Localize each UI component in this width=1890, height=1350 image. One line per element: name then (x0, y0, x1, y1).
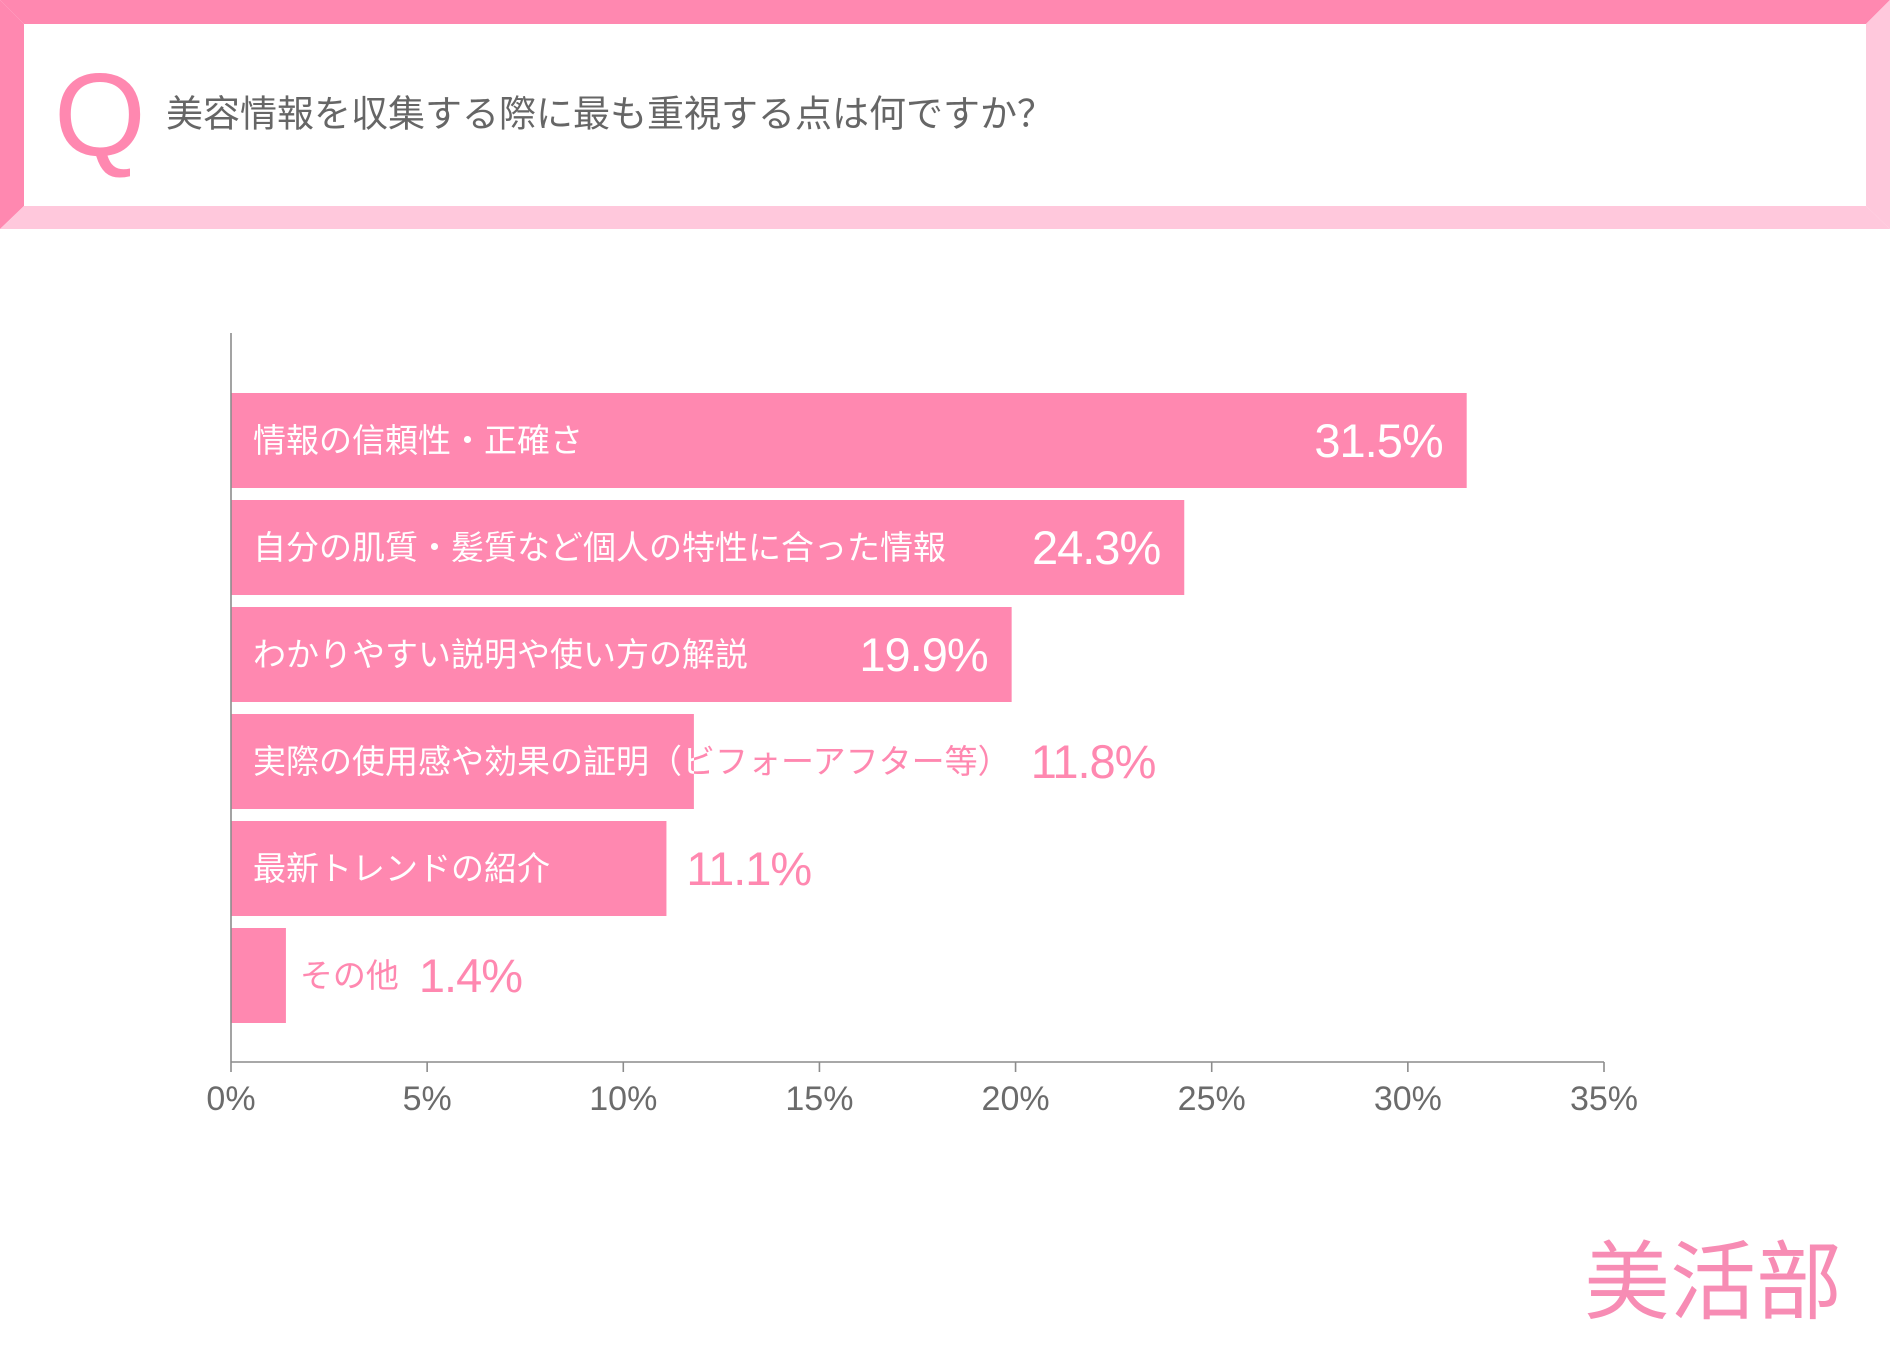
header-frame-bottom (0, 206, 1890, 229)
bar-row-1: 情報の信頼性・正確さ 31.5% (231, 393, 1467, 488)
x-tick-label-30: 30% (1374, 1080, 1442, 1118)
bar-row-4: 実際の使用感や効果の証明（ビフォーアフター等） 11.8% (231, 714, 1157, 809)
bar-row-3: わかりやすい説明や使い方の解説 19.9% (231, 607, 1012, 702)
bar-6-value-label: 1.4% (419, 949, 522, 1002)
bar-5-category-label: 最新トレンドの紹介 (253, 849, 550, 888)
bar-row-5: 最新トレンドの紹介 11.1% (231, 821, 812, 916)
bar-6-category-label: その他 (300, 956, 399, 995)
question-header: Q 美容情報を収集する際に最も重視する点は何ですか？ (0, 0, 1890, 229)
question-q-mark: Q (54, 49, 146, 181)
bar-2-category-label: 自分の肌質・髪質など個人の特性に合った情報 (253, 528, 946, 567)
bar-row-6: その他 1.4% (231, 928, 523, 1023)
bar-2 (231, 500, 1185, 595)
bar-4-category-label: 実際の使用感や効果の証明（ビフォーアフター等） (253, 742, 1011, 781)
x-tick-label-15: 15% (785, 1080, 853, 1118)
header-frame-left (0, 0, 24, 229)
brand-logo: 美活部 (1584, 1233, 1842, 1333)
header-frame-top (0, 0, 1890, 24)
header-frame-right (1866, 0, 1890, 229)
x-tick-label-5: 5% (403, 1080, 452, 1118)
bar-1-value-label: 31.5% (1314, 414, 1442, 467)
x-tick-marks (230, 1062, 1605, 1072)
x-tick-label-10: 10% (589, 1080, 657, 1118)
x-tick-label-20: 20% (982, 1080, 1050, 1118)
bar-row-2: 自分の肌質・髪質など個人の特性に合った情報 24.3% (231, 500, 1185, 595)
bar-6 (231, 928, 286, 1023)
bar-rows: 情報の信頼性・正確さ 31.5% 自分の肌質・髪質など個人の特性に合った情報 2… (231, 393, 1467, 1023)
bar-3-value-label: 19.9% (859, 628, 987, 681)
bar-2-value-label: 24.3% (1032, 521, 1160, 574)
bar-4-value-label: 11.8% (1031, 735, 1156, 788)
bar-1 (231, 393, 1467, 488)
bar-chart: 情報の信頼性・正確さ 31.5% 自分の肌質・髪質など個人の特性に合った情報 2… (206, 333, 1638, 1118)
x-tick-label-0: 0% (206, 1080, 255, 1118)
x-tick-label-35: 35% (1570, 1080, 1638, 1118)
bar-3-category-label: わかりやすい説明や使い方の解説 (253, 635, 748, 674)
x-tick-labels: 0% 5% 10% 15% 20% 25% 30% 35% (206, 1080, 1638, 1118)
bar-5 (231, 821, 667, 916)
bar-5-value-label: 11.1% (686, 842, 811, 895)
x-tick-label-25: 25% (1178, 1080, 1246, 1118)
bar-1-category-label: 情報の信頼性・正確さ (253, 421, 583, 460)
bar-4 (231, 714, 694, 809)
question-text: 美容情報を収集する際に最も重視する点は何ですか？ (166, 93, 1054, 136)
bar-3 (231, 607, 1012, 702)
